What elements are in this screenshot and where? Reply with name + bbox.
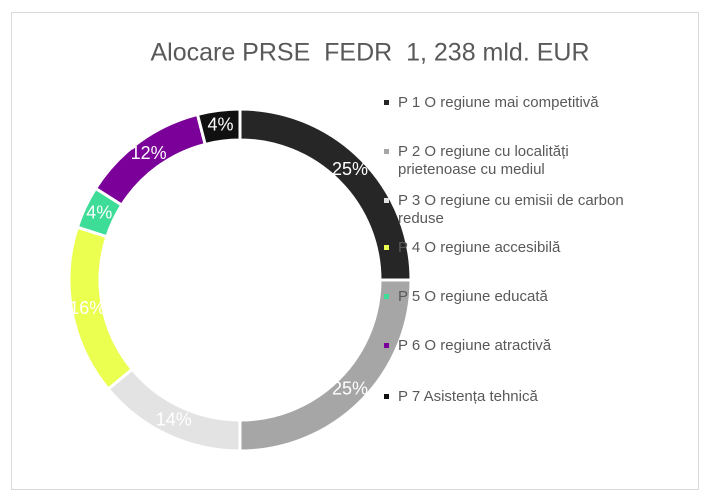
data-label: 25% <box>332 159 368 179</box>
chart-title: Alocare PRSE FEDR 1, 238 mld. EUR <box>150 39 589 67</box>
data-label: 12% <box>131 143 167 163</box>
legend-label: P 6 O regiune atractivă <box>398 337 552 354</box>
data-label: 4% <box>208 114 234 134</box>
legend-item: P 5 O regiune educată <box>384 288 634 306</box>
legend-swatch <box>384 343 389 348</box>
legend-label: P 7 Asistența tehnică <box>398 388 538 405</box>
legend-swatch <box>384 294 389 299</box>
legend-swatch <box>384 198 389 203</box>
legend-item: P 2 O regiune cu localități prietenoase … <box>384 143 634 179</box>
legend-item: P 4 O regiune accesibilă <box>384 239 634 257</box>
legend-swatch <box>384 100 389 105</box>
legend-item: P 6 O regiune atractivă <box>384 337 634 355</box>
legend-item: P 7 Asistența tehnică <box>384 388 634 406</box>
chart-frame <box>11 12 699 490</box>
legend-label: P 2 O regiune cu localități prietenoase … <box>398 143 569 178</box>
data-label: 25% <box>332 379 368 399</box>
donut-slice <box>195 107 242 147</box>
legend-label: P 4 O regiune accesibilă <box>398 239 561 256</box>
legend-label: P 3 O regiune cu emisii de carbon reduse <box>398 192 624 227</box>
legend-swatch <box>384 394 389 399</box>
data-label: 14% <box>156 409 192 429</box>
legend-label: P 5 O regiune educată <box>398 288 548 305</box>
legend-label: P 1 O regiune mai competitivă <box>398 94 599 111</box>
data-label: 16% <box>69 298 105 318</box>
legend-swatch <box>384 149 389 154</box>
data-label: 4% <box>86 203 112 223</box>
legend-item: P 1 O regiune mai competitivă <box>384 94 634 112</box>
legend-swatch <box>384 245 389 250</box>
legend-item: P 3 O regiune cu emisii de carbon reduse <box>384 192 634 228</box>
